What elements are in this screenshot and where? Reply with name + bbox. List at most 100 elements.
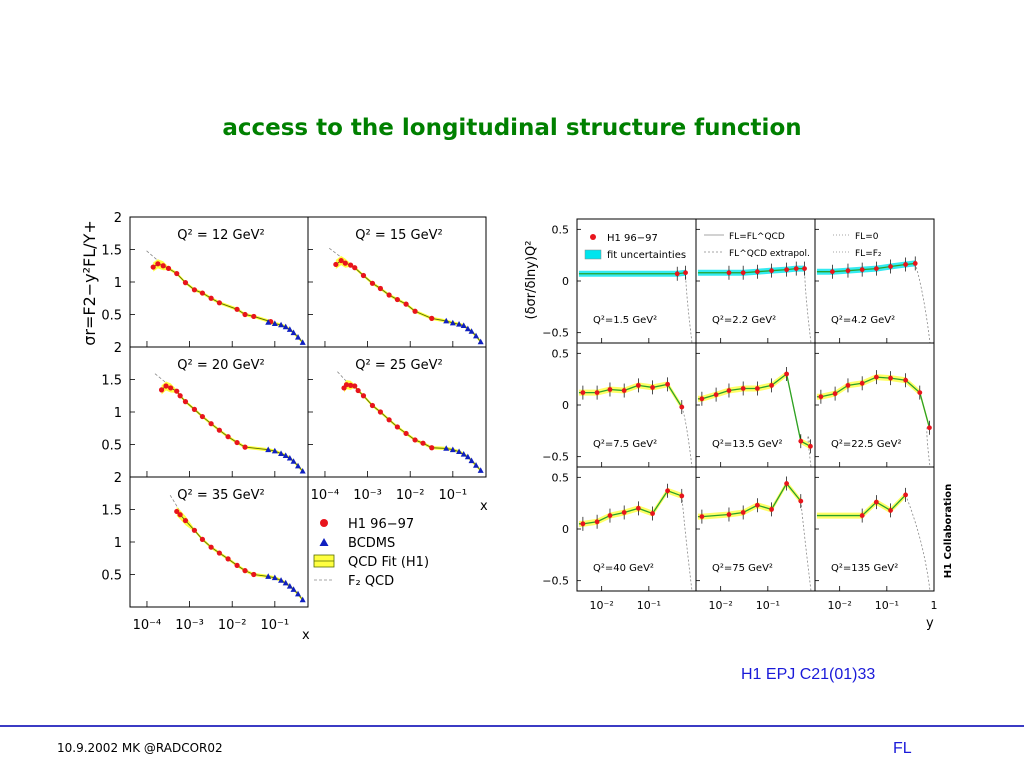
h1-point — [377, 285, 384, 292]
sigma-panel-4: Q² = 25 GeV² — [307, 346, 487, 478]
y-tick-label: 0 — [562, 523, 569, 536]
bcdms-point — [464, 453, 471, 460]
bcdms-point — [271, 447, 278, 454]
h1-point — [845, 382, 851, 388]
legend-h1-marker — [590, 234, 596, 240]
fit-curve — [578, 489, 683, 525]
side-label: H1 Collaboration — [943, 484, 954, 579]
h1-point — [621, 388, 627, 393]
h1-point — [859, 380, 865, 386]
h1-point — [420, 440, 426, 446]
f2-qcd-curve — [154, 373, 167, 384]
h1-point — [912, 261, 918, 266]
footer-rule — [0, 725, 1024, 727]
legend-entry: FL^QCD extrapol. — [729, 249, 810, 259]
sigma-panel-1: Q² = 12 GeV² — [129, 216, 309, 348]
derivative-chart: Q²=1.5 GeV² Q²=2.2 GeV² Q²=4.2 GeV² Q²=7.5 … — [505, 218, 954, 631]
y-tick-label: −0.5 — [542, 451, 569, 464]
derivative-panel-7: Q²=40 GeV² — [576, 466, 697, 592]
slide-title: access to the longitudinal structure fun… — [222, 115, 802, 141]
fit-curve — [697, 482, 802, 518]
h1-point — [251, 571, 257, 578]
h1-point — [199, 536, 206, 542]
bcdms-point — [290, 329, 297, 336]
h1-point — [174, 270, 180, 277]
bcdms-point — [464, 325, 471, 332]
h1-point — [394, 424, 400, 430]
fl-extrapolation-curve — [905, 494, 931, 592]
derivative-panel-8: Q²=75 GeV² — [695, 466, 816, 592]
fit-curve — [816, 376, 931, 428]
y-tick-label: 1.5 — [101, 244, 122, 259]
y-axis-label: σr=F2−y²FL/Y+ — [80, 220, 99, 345]
h1-point — [917, 390, 923, 395]
h1-point — [199, 290, 206, 296]
fit-curve — [697, 372, 811, 447]
h1-point — [798, 438, 804, 444]
h1-point — [594, 519, 600, 525]
bcdms-point — [278, 577, 285, 583]
bcdms-point — [460, 322, 467, 328]
y-tick-label: 0 — [562, 399, 569, 412]
panel-label: Q²=135 GeV² — [831, 563, 898, 574]
x-axis-label: y — [926, 616, 934, 631]
h1-point — [412, 437, 418, 443]
y-tick-label: −0.5 — [542, 327, 569, 340]
h1-point — [798, 498, 804, 504]
bcdms-point — [456, 448, 463, 455]
h1-point — [726, 388, 732, 393]
legend-entry: FL=F₂ — [855, 249, 882, 259]
h1-point — [174, 388, 180, 394]
h1-point — [216, 300, 222, 306]
legend-entry: fit uncertainties — [607, 250, 686, 261]
legend-bcdms-marker — [319, 538, 329, 546]
fit-band — [176, 506, 303, 602]
bcdms-point — [295, 590, 302, 597]
f2-qcd-curve — [337, 371, 347, 382]
h1-point — [429, 315, 435, 321]
bcdms-point — [282, 579, 289, 586]
h1-point — [621, 510, 627, 515]
h1-point — [679, 404, 685, 410]
h1-point — [674, 271, 680, 277]
bcdms-point — [278, 321, 285, 328]
h1-point — [829, 269, 835, 275]
h1-point — [182, 517, 189, 524]
h1-point — [845, 268, 851, 274]
h1-point — [859, 267, 865, 273]
legend: H1 96−97 BCDMS QCD Fit (H1) F₂ QCD — [313, 517, 429, 589]
h1-point — [216, 550, 222, 556]
bcdms-point — [286, 583, 293, 589]
h1-point — [182, 399, 189, 405]
h1-point — [225, 556, 231, 562]
h1-point — [352, 265, 358, 271]
h1-point — [174, 508, 180, 515]
h1-point — [216, 427, 222, 433]
h1-point — [873, 374, 879, 380]
h1-point — [740, 386, 746, 391]
y-axis-label: (δσr/δlny)Q² — [524, 240, 539, 319]
fit-curve — [816, 262, 916, 273]
h1-point — [859, 513, 865, 518]
fl-extrapolation-curve — [804, 268, 812, 344]
h1-point — [635, 505, 641, 511]
x-tick-label: 10⁻² — [709, 599, 733, 612]
y-tick-label: 0.5 — [101, 569, 122, 584]
panel-label: Q²=1.5 GeV² — [593, 315, 657, 326]
bcdms-point — [473, 332, 480, 339]
x-tick-label: 10⁻² — [218, 618, 247, 633]
bcdms-point — [460, 451, 467, 457]
panel-label: Q²=4.2 GeV² — [831, 315, 895, 326]
derivative-panel-4: Q²=7.5 GeV² — [576, 342, 697, 468]
bcdms-point — [295, 462, 302, 469]
legend-entry: FL=0 — [855, 232, 879, 242]
h1-point — [635, 382, 641, 388]
x-axis-label: x — [302, 628, 310, 643]
fl-extrapolation-curve — [681, 406, 693, 468]
footer-section-label: FL — [893, 740, 912, 757]
h1-point — [818, 394, 824, 400]
h1-point — [754, 269, 760, 275]
h1-point — [182, 280, 189, 286]
h1-point — [386, 292, 392, 298]
legend-entry: QCD Fit (H1) — [348, 555, 429, 570]
